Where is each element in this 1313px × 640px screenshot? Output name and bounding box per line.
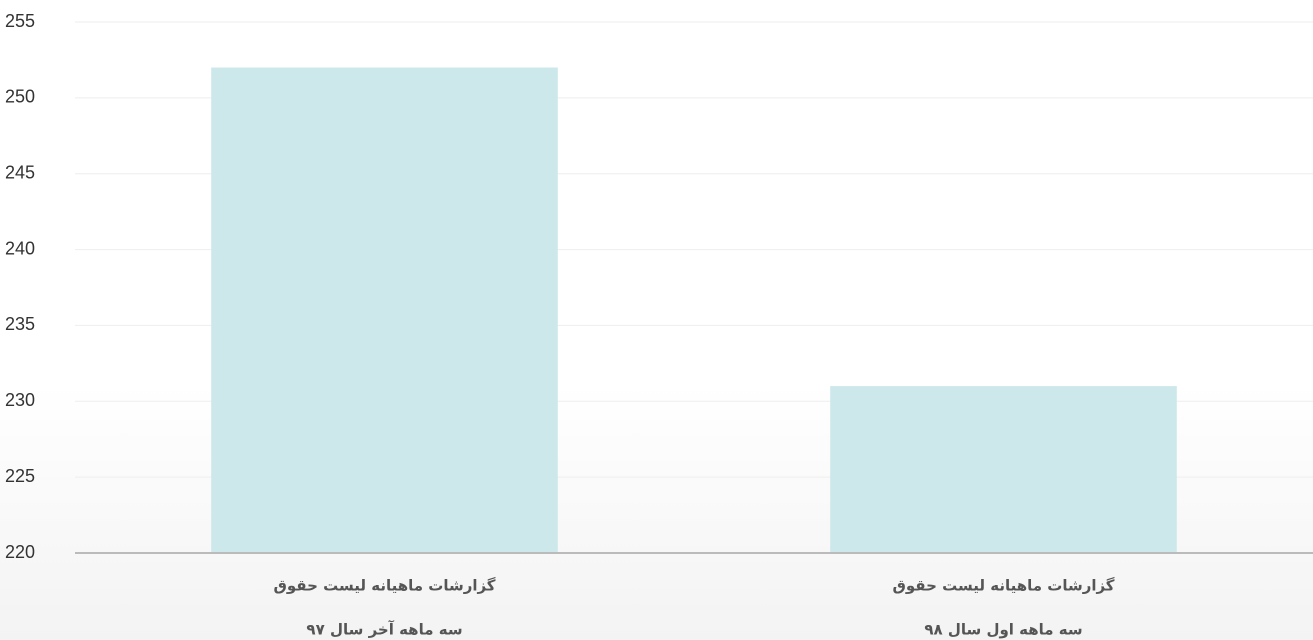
y-tick-label: 255 [5, 11, 35, 31]
bar [211, 67, 558, 553]
y-tick-label: 240 [5, 238, 35, 258]
x-tick-label: سه ماهه آخر سال ۹۷ [306, 621, 462, 639]
y-tick-label: 220 [5, 542, 35, 562]
y-tick-label: 225 [5, 466, 35, 486]
x-tick-label: سه ماهه اول سال ۹۸ [924, 621, 1082, 639]
y-tick-label: 250 [5, 87, 35, 107]
x-tick-label: گزارشات ماهیانه لیست حقوق [892, 577, 1114, 595]
x-tick-label: گزارشات ماهیانه لیست حقوق [273, 577, 495, 595]
bar [830, 386, 1177, 553]
y-tick-label: 230 [5, 390, 35, 410]
y-tick-label: 245 [5, 162, 35, 182]
y-tick-label: 235 [5, 314, 35, 334]
